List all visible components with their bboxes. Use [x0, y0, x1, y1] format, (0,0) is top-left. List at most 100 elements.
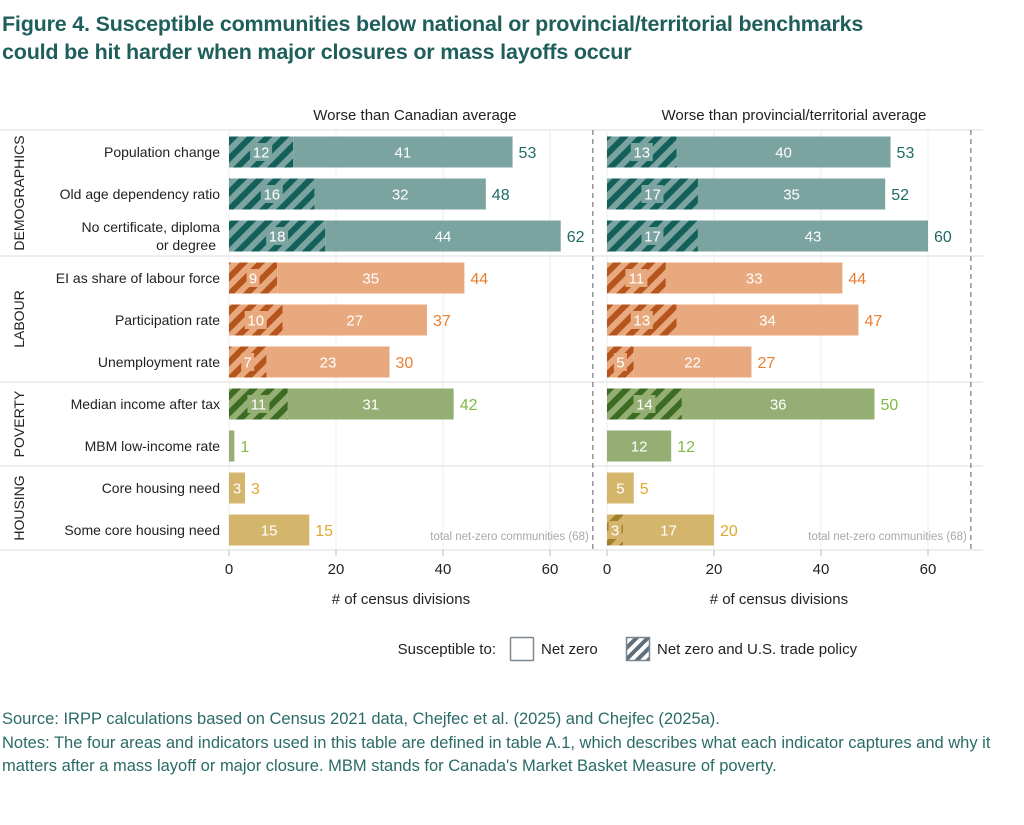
bar-total-label: 62 [567, 229, 585, 246]
notes-text: Notes: The four areas and indicators use… [2, 733, 991, 776]
bar-total-label: 12 [677, 439, 695, 456]
bar-segment-label: 43 [805, 229, 822, 246]
bar-segment-label: 18 [269, 229, 286, 246]
legend-label-net-zero-and-trade: Net zero and U.S. trade policy [657, 641, 858, 658]
bar-segment-net-zero [607, 430, 672, 462]
bar-segment-label: 15 [261, 523, 278, 540]
bar-segment-net-zero [314, 178, 486, 210]
source-note: Source: IRPP calculations based on Censu… [2, 710, 720, 728]
bar-segment-label: 41 [395, 145, 412, 162]
bar-segment-label: 36 [770, 397, 787, 414]
bar-segment-label: 23 [320, 355, 337, 372]
bar-segment-label: 35 [362, 271, 379, 288]
bar-segment-label: 22 [684, 355, 701, 372]
bar-segment-net-zero [697, 220, 928, 252]
bar-total-label: 3 [251, 481, 260, 498]
bar-segment-label: 17 [644, 229, 661, 246]
bar-segment-net-zero [623, 514, 714, 546]
bar-total-label: 48 [492, 187, 510, 204]
bar-segment-label: 3 [233, 481, 241, 498]
bar-segment-net-zero [282, 304, 427, 336]
bar-segment-label-bg [630, 143, 653, 161]
legend-label-net-zero: Net zero [541, 641, 598, 658]
indicator-label: or degree [156, 237, 216, 253]
bar-segment-label-bg [241, 353, 255, 371]
bar-segment-label: 14 [636, 397, 653, 414]
bar-segment-label: 11 [251, 397, 267, 414]
x-tick-label: 60 [542, 561, 559, 578]
bar-segment-label-bg [641, 185, 664, 203]
bar-segment-label-bg [608, 521, 622, 539]
bar-segment-label-bg [613, 353, 627, 371]
figure-title-line-1: Figure 4. Susceptible communities below … [2, 12, 864, 36]
bar-segment-label-bg [244, 311, 267, 329]
reference-line-label: total net-zero communities (68) [808, 531, 967, 543]
bar-segment-net-zero [287, 388, 454, 420]
bar-total-label: 60 [934, 229, 952, 246]
indicator-label: Some core housing need [64, 522, 220, 538]
bar-segment-net-zero [633, 346, 752, 378]
group-label-poverty: POVERTY [11, 390, 27, 457]
panel-title: Worse than provincial/territorial averag… [661, 107, 926, 124]
bar-segment-label: 11 [629, 271, 645, 288]
bar-segment-label: 7 [244, 355, 252, 372]
bar-segment-label: 5 [616, 481, 624, 498]
bar-segment-label: 12 [253, 145, 270, 162]
bar-segment-label: 34 [759, 313, 776, 330]
x-tick-label: 0 [603, 561, 611, 578]
bar-segment-label: 33 [746, 271, 763, 288]
bar-total-label: 27 [757, 355, 775, 372]
bar-segment-net-zero [681, 388, 875, 420]
reference-line-label: total net-zero communities (68) [430, 531, 589, 543]
legend-swatch-net-zero [509, 636, 535, 662]
bar-segment-net-zero [697, 178, 886, 210]
bar-total-label: 47 [864, 313, 882, 330]
x-tick-label: 40 [435, 561, 452, 578]
bar-total-label: 42 [460, 397, 478, 414]
bar-total-label: 15 [315, 523, 333, 540]
bar-segment-net-zero [229, 514, 310, 546]
bar-segment-label: 13 [633, 313, 650, 330]
bar-segment-net-zero [277, 262, 465, 294]
bar-segment-label: 31 [362, 397, 379, 414]
legend-title: Susceptible to: [398, 641, 496, 658]
indicator-label: Median income after tax [71, 396, 220, 412]
bar-segment-label: 16 [263, 187, 280, 204]
bar-total-label: 53 [897, 145, 915, 162]
bar-total-label: 53 [519, 145, 537, 162]
x-tick-label: 20 [328, 561, 345, 578]
bar-segment-label-bg [260, 185, 283, 203]
bar-segment-label-bg [266, 227, 289, 245]
bar-segment-net-zero [229, 472, 246, 504]
x-tick-label: 0 [225, 561, 233, 578]
bar-total-label: 52 [891, 187, 909, 204]
bar-segment-net-zero [676, 136, 891, 168]
bar-segment-label-bg [246, 269, 260, 287]
bar-segment-label-bg [630, 311, 653, 329]
indicator-label: Population change [104, 144, 220, 160]
bar-segment-label: 35 [783, 187, 800, 204]
bar-segment-label-bg [625, 269, 648, 287]
indicator-label: EI as share of labour force [56, 270, 220, 286]
chart: 0 20 40 60 Worse than Canadian average # of c… [0, 107, 983, 662]
bar-segment-net-zero [266, 346, 390, 378]
figure-title: Figure 4. Susceptible communities below … [2, 10, 1022, 66]
bar-segment-label: 3 [611, 523, 619, 540]
indicator-label: Core housing need [102, 480, 220, 496]
bar-segment-label: 12 [631, 439, 648, 456]
indicator-label: No certificate, diploma [81, 219, 220, 235]
x-axis-title: # of census divisions [710, 591, 848, 608]
bar-total-label: 30 [396, 355, 414, 372]
bar-segment-net-zero [665, 262, 843, 294]
bar-segment-net-zero [229, 430, 235, 462]
bar-segment-label: 5 [616, 355, 624, 372]
bar-total-label: 1 [240, 439, 249, 456]
bar-segment-label: 27 [346, 313, 363, 330]
bar-segment-label-bg [641, 227, 664, 245]
bar-segment-net-zero [607, 472, 634, 504]
x-tick-label: 20 [706, 561, 723, 578]
bar-segment-label: 17 [644, 187, 661, 204]
bar-segment-label: 13 [633, 145, 650, 162]
bar-total-label: 44 [470, 271, 488, 288]
bar-segment-label-bg [633, 395, 656, 413]
